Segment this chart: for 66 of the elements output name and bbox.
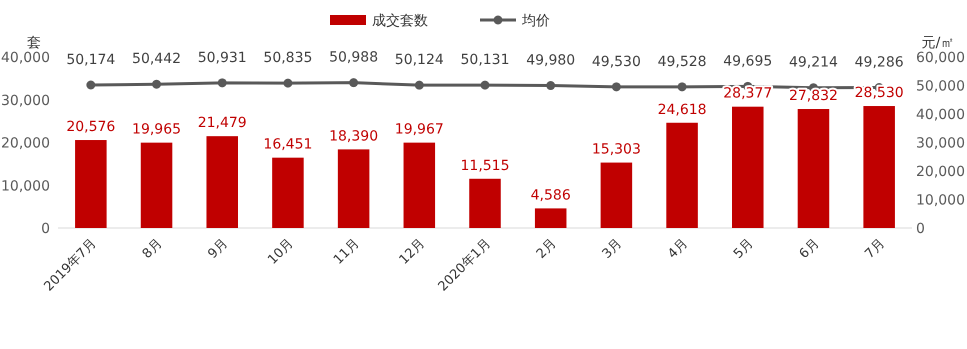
y-tick-label: 20,000 [1, 136, 50, 152]
y-tick-label: 0 [41, 221, 50, 237]
bar [206, 136, 238, 228]
data-label: 18,390 [329, 128, 378, 144]
data-label: 49,286 [854, 54, 904, 71]
data-label: 19,965 [132, 122, 182, 138]
bar [863, 106, 895, 228]
bar [534, 208, 566, 228]
data-label: 15,303 [592, 142, 641, 158]
bar [272, 158, 304, 228]
y2-tick-label: 40,000 [916, 107, 965, 123]
y2-tick-label: 60,000 [916, 50, 965, 66]
y2-tick-label: 20,000 [916, 164, 965, 180]
legend-label: 成交套数 [372, 13, 428, 29]
data-label: 50,931 [198, 50, 247, 66]
data-label: 4,586 [530, 187, 571, 204]
data-label: 24,618 [658, 102, 707, 118]
bar [469, 178, 501, 228]
data-label: 50,442 [132, 51, 182, 68]
data-label: 50,131 [460, 52, 510, 68]
data-label: 28,377 [723, 86, 772, 102]
y-tick-label: 40,000 [1, 50, 50, 66]
x-tick-label: 7月 [862, 236, 888, 262]
data-label: 11,515 [460, 158, 510, 174]
data-label: 27,832 [788, 88, 838, 104]
x-tick-label: 2月 [534, 236, 560, 262]
y-tick-label: 10,000 [1, 178, 50, 194]
y2-tick-label: 50,000 [916, 78, 965, 94]
data-label: 19,967 [394, 122, 444, 138]
data-label: 20,576 [66, 119, 116, 136]
data-label: 49,695 [723, 53, 772, 70]
y2-axis-title: 元/㎡ [922, 35, 954, 51]
y2-tick-label: 10,000 [916, 192, 965, 208]
bar [600, 162, 632, 228]
data-label: 50,835 [263, 50, 312, 66]
data-label: 16,451 [263, 136, 312, 153]
data-label: 49,214 [788, 54, 838, 71]
data-label: 50,174 [66, 52, 116, 68]
bar [732, 106, 764, 228]
bar [140, 142, 172, 228]
data-label: 50,124 [394, 52, 444, 68]
y2-tick-label: 30,000 [916, 136, 965, 152]
x-tick-label: 8月 [140, 236, 166, 262]
x-tick-label: 12月 [396, 236, 428, 268]
data-label: 21,479 [198, 115, 247, 132]
bar [75, 140, 107, 228]
data-label: 49,528 [658, 54, 707, 70]
y-axis-title: 套 [27, 35, 41, 51]
bar [666, 122, 698, 228]
x-tick-label: 11月 [330, 236, 362, 268]
x-tick-label: 9月 [205, 236, 232, 262]
legend-label: 均价 [521, 13, 550, 29]
data-label: 28,530 [854, 85, 904, 102]
bar [404, 142, 436, 228]
data-label: 50,988 [329, 50, 378, 66]
bar [338, 149, 370, 228]
data-label: 49,530 [592, 54, 641, 70]
x-tick-label: 4月 [665, 236, 691, 262]
y2-tick-label: 0 [916, 221, 925, 237]
bar [798, 109, 830, 228]
x-tick-label: 6月 [796, 236, 822, 262]
x-tick-label: 3月 [600, 236, 626, 262]
x-tick-label: 5月 [730, 236, 757, 262]
x-tick-label: 10月 [265, 236, 297, 268]
data-label: 49,980 [526, 52, 576, 69]
y-tick-label: 30,000 [1, 92, 50, 109]
